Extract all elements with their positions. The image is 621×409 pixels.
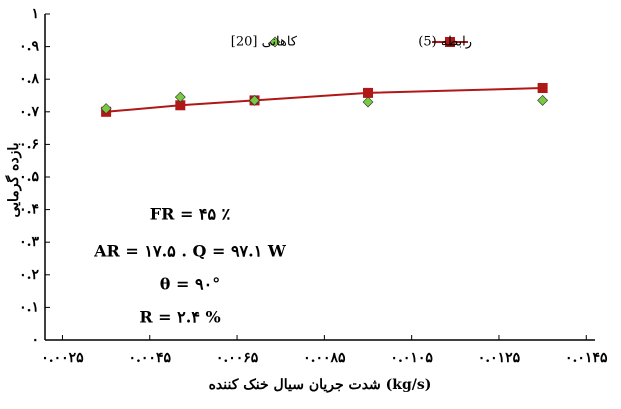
series-line (106, 87, 543, 113)
y-tick-label: ۰.۶ (19, 136, 39, 152)
x-tick-label: ۰.۰۱۲۵ (478, 350, 521, 366)
y-tick-label: ۰.۷ (19, 104, 39, 120)
y-tick-label: ۰.۸ (19, 71, 39, 87)
y-tick-label: ۰.۵ (19, 169, 39, 185)
data-point (100, 103, 112, 114)
data-point (175, 100, 186, 111)
y-tick-label: ۰.۴ (19, 202, 39, 218)
annotation: FR = ۴۵ ٪ (150, 205, 231, 224)
x-tick-label: ۰.۰۱۰۵ (390, 350, 433, 366)
y-tick-label: ۰.۳ (19, 234, 39, 250)
data-point (362, 96, 374, 108)
data-point (363, 87, 374, 98)
y-tick-label: ۰.۹ (19, 39, 39, 55)
data-point (537, 83, 548, 94)
x-axis-title: شدت جریان سیال خنک کننده (kg/s) (209, 377, 432, 393)
x-tick-label: ۰.۰۰۲۵ (41, 350, 84, 366)
data-point (249, 94, 260, 106)
x-tick-label: ۰.۰۰۴۵ (129, 350, 172, 366)
y-tick-label: ۰.۲ (19, 267, 39, 283)
y-tick-label: ۰ (31, 332, 39, 348)
y-tick-label: ۰.۱ (19, 299, 39, 315)
legend-marker (445, 37, 455, 47)
y-axis-title: بازده گرمایی (5, 142, 22, 217)
legend-label: رابطه (5) (418, 35, 472, 50)
annotation: R = ۲.۴ % (139, 308, 220, 327)
annotation: θ = ۹۰° (160, 275, 220, 294)
x-tick-label: ۰.۰۱۴۵ (565, 350, 608, 366)
x-tick-label: ۰.۰۰۶۵ (216, 350, 259, 366)
annotation: AR = ۱۷.۵ . Q = ۹۷.۱ W (93, 242, 287, 261)
data-point (174, 91, 186, 103)
data-point (537, 94, 549, 106)
legend-marker (269, 36, 281, 48)
x-tick-label: ۰.۰۰۸۵ (303, 350, 346, 366)
legend-label: کاهانی [20] (231, 35, 298, 50)
y-tick-label: ۱ (31, 6, 39, 22)
